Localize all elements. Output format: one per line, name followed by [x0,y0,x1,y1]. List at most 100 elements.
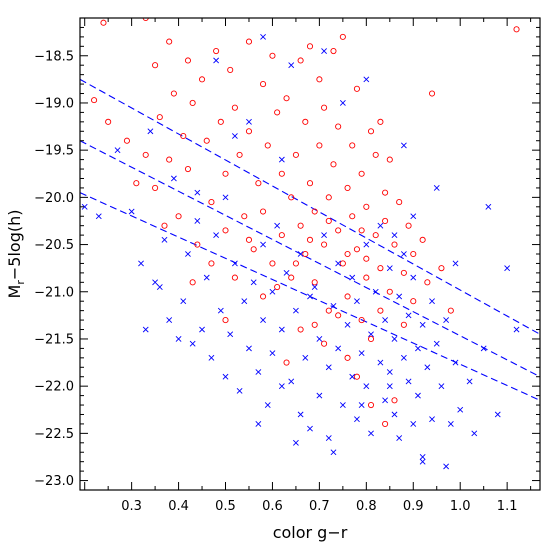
circle-point [367,335,375,343]
cross-point [335,260,342,267]
circle-point [264,142,271,149]
circle-point [438,265,445,272]
cross-point [297,251,304,257]
cross-point [377,359,384,366]
cross-point [292,439,299,446]
cross-point [438,383,445,390]
cross-point [339,100,346,106]
circle-point [321,340,328,347]
circle-point [428,90,436,97]
circle-point [447,307,454,314]
circle-point [363,255,370,262]
circle-point [386,288,393,295]
circle-point [245,128,253,135]
cross-point [222,194,229,201]
y-axis-label-sub: r [14,280,27,285]
circle-point [302,118,309,125]
cross-point [400,142,407,149]
cross-point [227,331,234,338]
cross-point [349,274,356,281]
circle-point [260,208,267,215]
cross-point [288,62,295,69]
circle-point [344,184,351,191]
cross-point [419,454,426,460]
circle-point [283,359,290,366]
circle-point [278,170,285,177]
circle-point [353,246,360,253]
cross-point [354,298,360,305]
cross-point [241,298,248,305]
cross-point [391,411,398,418]
circle-point [194,241,201,248]
cross-point [260,241,266,248]
cross-point [391,336,398,342]
cross-point [222,373,229,380]
cross-point [433,340,440,347]
cross-point [199,326,205,333]
circle-point [410,298,417,305]
y-tick-label: −21.5 [34,332,74,347]
circle-point [170,90,177,97]
x-tick-label: 0.3 [121,499,142,514]
circle-point [297,222,304,229]
circle-point [410,250,417,258]
circle-point [208,260,215,267]
x-tick-label: 0.5 [215,499,236,514]
circle-point [325,307,332,314]
cross-point [372,288,379,295]
cross-point [311,284,318,290]
circle-point [260,81,267,88]
cross-point [269,350,276,357]
circle-point [166,156,173,163]
cross-point [260,33,266,40]
circle-point [222,227,229,234]
cross-point [363,76,370,83]
circle-point [335,227,342,234]
cross-point [236,387,243,394]
circle-point [241,213,248,220]
cross-point [325,435,332,441]
cross-point [429,298,435,305]
circle-point [180,132,187,140]
cross-point [415,345,421,352]
cross-point [288,378,295,385]
cross-point [321,48,328,54]
circle-point [198,76,206,83]
cross-point [231,260,238,267]
x-tick-label: 0.6 [262,499,283,514]
cross-point [358,350,365,357]
circle-point [189,279,196,286]
circle-point [255,180,262,187]
cross-point [180,298,187,305]
y-tick-label: −19.0 [34,96,74,111]
circle-point [283,95,290,102]
fit-line-3 [80,192,540,401]
cross-point [316,336,323,342]
cross-point [405,312,412,319]
circle-point [382,217,389,225]
circle-point [372,232,379,239]
y-tick-label: −21.0 [34,285,74,300]
cross-point [400,251,407,257]
circle-point [367,401,375,409]
cross-point [142,326,149,333]
cross-point [213,57,220,64]
circle-point [166,38,173,45]
circle-point [400,321,407,328]
circle-point [231,274,238,281]
x-tick-label: 0.7 [309,499,330,514]
cross-point [363,241,370,248]
circle-point [311,279,318,286]
cross-point [391,232,398,239]
circle-point [184,57,192,64]
y-axis-label-main: M [5,285,24,299]
circle-point [175,213,182,220]
cross-point [386,265,393,272]
circle-point [189,99,196,107]
circle-point [222,170,229,177]
circle-point [325,217,332,225]
circle-point [245,38,253,45]
circle-point [349,213,356,220]
cross-point [466,378,473,385]
